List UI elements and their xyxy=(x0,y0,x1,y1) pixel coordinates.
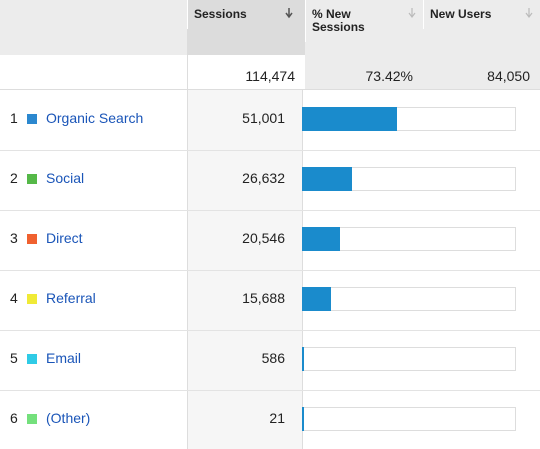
column-header[interactable]: % New Sessions xyxy=(305,0,403,42)
row-divider xyxy=(0,330,540,331)
sort-arrow[interactable] xyxy=(408,8,416,19)
rank: 1 xyxy=(10,110,18,126)
column-header[interactable]: New Users xyxy=(423,0,520,29)
divider xyxy=(302,90,303,449)
sessions-value: 51,001 xyxy=(242,110,285,126)
row-divider xyxy=(0,390,540,391)
color-swatch xyxy=(27,354,37,364)
bar xyxy=(302,287,332,311)
bar xyxy=(302,107,398,131)
sessions-value: 586 xyxy=(261,350,285,366)
total-value: 114,474 xyxy=(245,68,295,84)
channel-link[interactable]: Social xyxy=(46,170,85,186)
rank: 5 xyxy=(10,350,18,366)
total-value: 73.42% xyxy=(365,68,413,84)
row-divider xyxy=(0,150,540,151)
sessions-value: 15,688 xyxy=(242,290,285,306)
bar-track xyxy=(302,347,516,371)
totals-gray-bg xyxy=(305,55,540,90)
channel-link[interactable]: Organic Search xyxy=(46,110,144,126)
sorted-header-bg xyxy=(187,0,305,55)
bar-track xyxy=(302,287,516,311)
sessions-value: 26,632 xyxy=(242,170,285,186)
sessions-value: 21 xyxy=(269,410,285,426)
channel-link[interactable]: Referral xyxy=(46,290,96,306)
color-swatch xyxy=(27,294,37,304)
color-swatch xyxy=(27,114,37,124)
rank: 6 xyxy=(10,410,18,426)
sessions-column-bg xyxy=(187,90,302,449)
bar xyxy=(302,227,341,251)
bar xyxy=(302,407,304,431)
divider xyxy=(187,55,188,449)
bar-track xyxy=(302,407,516,431)
rank: 3 xyxy=(10,230,18,246)
bar xyxy=(302,167,352,191)
rank: 2 xyxy=(10,170,18,186)
sort-arrow[interactable] xyxy=(285,8,293,19)
row-divider xyxy=(0,270,540,271)
sessions-value: 20,546 xyxy=(242,230,285,246)
color-swatch xyxy=(27,414,37,424)
total-value: 84,050 xyxy=(487,68,530,84)
channel-link[interactable]: (Other) xyxy=(46,410,91,426)
color-swatch xyxy=(27,234,37,244)
color-swatch xyxy=(27,174,37,184)
channel-link[interactable]: Direct xyxy=(46,230,83,246)
sort-arrow[interactable] xyxy=(525,8,533,19)
channel-link[interactable]: Email xyxy=(46,350,82,366)
rank: 4 xyxy=(10,290,18,306)
column-header[interactable]: Sessions xyxy=(187,0,285,29)
row-divider xyxy=(0,210,540,211)
divider xyxy=(0,89,540,90)
bar xyxy=(302,347,304,371)
